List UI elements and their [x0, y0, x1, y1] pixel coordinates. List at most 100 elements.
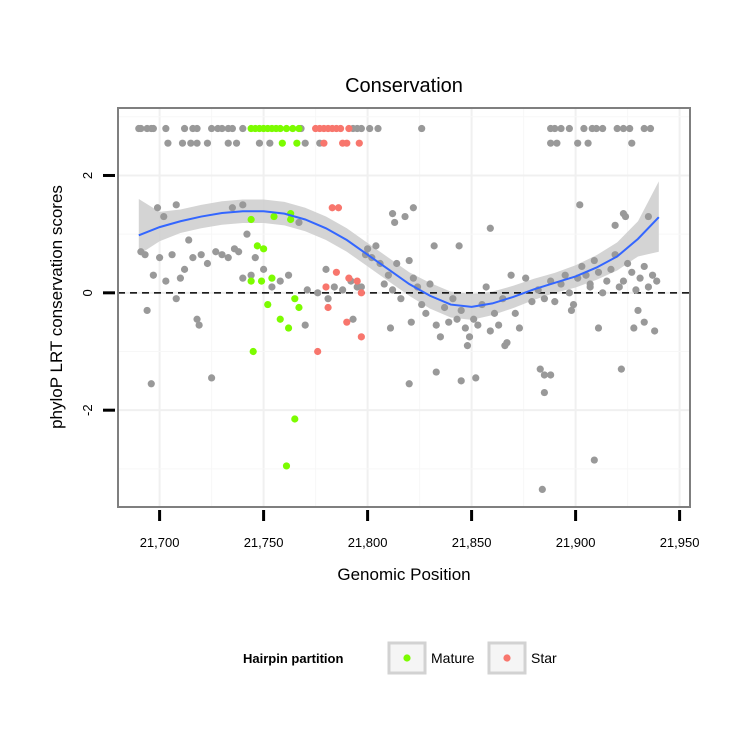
star-point [314, 347, 322, 356]
star-point [357, 289, 365, 297]
other-point [617, 365, 625, 373]
other-point [156, 254, 164, 262]
other-point [501, 342, 509, 350]
star-point [334, 204, 343, 212]
x-tick-label: 21,850 [452, 535, 492, 550]
mature-point [295, 303, 303, 312]
other-point [455, 242, 463, 250]
other-point [594, 324, 603, 332]
other-point [640, 124, 648, 133]
other-point [594, 268, 603, 276]
other-point [465, 333, 474, 341]
other-point [295, 218, 303, 227]
star-point [355, 139, 363, 147]
other-point [644, 212, 653, 221]
mature-point [268, 274, 276, 282]
other-point [260, 265, 268, 273]
other-point [172, 295, 180, 303]
other-point [314, 289, 322, 297]
other-point [374, 124, 382, 133]
other-point [540, 295, 549, 303]
plot-frame [117, 107, 691, 508]
other-point [195, 321, 203, 329]
y-axis-ticks: -2 0 2 [80, 172, 115, 416]
other-point [208, 374, 216, 382]
star-point [328, 204, 336, 212]
mature-point [260, 245, 268, 253]
grid-lines [118, 108, 690, 507]
other-point [472, 374, 480, 382]
other-point [366, 124, 374, 133]
other-point [553, 139, 561, 147]
other-point [430, 242, 438, 250]
star-point [332, 268, 340, 276]
other-point [388, 286, 397, 294]
other-point [409, 274, 417, 282]
other-point [648, 271, 657, 279]
other-point [239, 124, 247, 133]
mature-point [249, 347, 257, 356]
data-points [135, 124, 661, 493]
other-point [141, 251, 149, 259]
other-point [407, 318, 415, 326]
star-point [324, 303, 332, 312]
other-point [590, 456, 598, 464]
other-point [557, 124, 565, 133]
other-point [384, 271, 392, 279]
other-point [565, 289, 573, 297]
other-point [149, 271, 157, 279]
other-point [515, 324, 524, 332]
other-point [584, 139, 592, 147]
other-point [528, 298, 536, 306]
other-point [536, 365, 544, 373]
other-point [284, 271, 293, 279]
mature-point [295, 124, 303, 133]
x-tick-label: 21,750 [244, 535, 284, 550]
other-point [632, 286, 640, 294]
other-point [247, 271, 255, 279]
other-point [486, 327, 494, 335]
other-point [180, 265, 189, 273]
legend-swatch-star [503, 654, 511, 662]
other-point [619, 124, 628, 133]
star-point [353, 277, 361, 285]
other-point [409, 204, 417, 212]
other-point [266, 139, 274, 147]
other-point [276, 277, 284, 285]
other-point [251, 254, 259, 262]
plot-background [118, 108, 690, 507]
other-point [646, 124, 655, 133]
other-point [212, 248, 220, 256]
other-point [653, 277, 661, 285]
other-point [432, 368, 440, 376]
other-point [405, 380, 413, 388]
other-point [490, 309, 499, 317]
other-point [470, 315, 478, 323]
other-point [339, 286, 347, 294]
plot-area [118, 108, 690, 507]
other-point [540, 371, 549, 379]
y-axis-label: phyloP LRT conservation scores [47, 185, 66, 429]
mature-point [264, 300, 272, 309]
other-point [461, 324, 469, 332]
legend-title: Hairpin partition [243, 651, 343, 666]
other-point [197, 251, 205, 259]
other-point [507, 271, 515, 279]
other-point [172, 201, 180, 209]
star-point [357, 333, 365, 341]
plot-border [117, 107, 691, 508]
other-point [540, 388, 549, 397]
other-point [567, 306, 576, 315]
other-point [228, 204, 236, 212]
other-point [621, 212, 630, 221]
other-point [189, 254, 197, 262]
other-point [243, 230, 251, 238]
other-point [640, 262, 648, 271]
other-point [232, 139, 241, 147]
other-point [393, 259, 401, 268]
legend-swatch-mature [403, 654, 411, 662]
other-point [576, 201, 584, 209]
x-axis-label: Genomic Position [337, 565, 470, 584]
other-point [634, 306, 642, 315]
other-point [580, 124, 588, 133]
